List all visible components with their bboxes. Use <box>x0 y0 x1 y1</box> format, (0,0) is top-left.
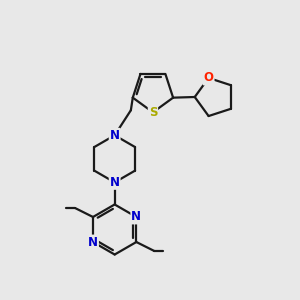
Text: O: O <box>204 71 214 85</box>
Text: N: N <box>110 176 120 189</box>
Text: S: S <box>149 106 157 119</box>
Text: N: N <box>131 211 141 224</box>
Text: N: N <box>110 129 120 142</box>
Text: N: N <box>88 236 98 248</box>
